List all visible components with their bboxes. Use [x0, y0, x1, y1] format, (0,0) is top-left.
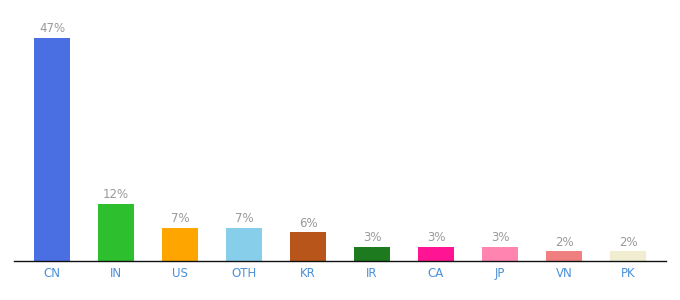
Text: 6%: 6%: [299, 217, 318, 230]
Text: 2%: 2%: [619, 236, 637, 249]
Text: 2%: 2%: [555, 236, 573, 249]
Bar: [99, 204, 133, 261]
Text: 7%: 7%: [235, 212, 254, 225]
Text: 47%: 47%: [39, 22, 65, 35]
Text: 3%: 3%: [491, 231, 509, 244]
Bar: [611, 251, 645, 261]
Bar: [482, 247, 517, 261]
Bar: [354, 247, 390, 261]
Bar: [163, 228, 198, 261]
Bar: [418, 247, 454, 261]
Text: 7%: 7%: [171, 212, 189, 225]
Text: 3%: 3%: [362, 231, 381, 244]
Text: 3%: 3%: [427, 231, 445, 244]
Text: 12%: 12%: [103, 188, 129, 201]
Bar: [547, 251, 581, 261]
Bar: [290, 232, 326, 261]
Bar: [226, 228, 262, 261]
Bar: [35, 38, 69, 261]
